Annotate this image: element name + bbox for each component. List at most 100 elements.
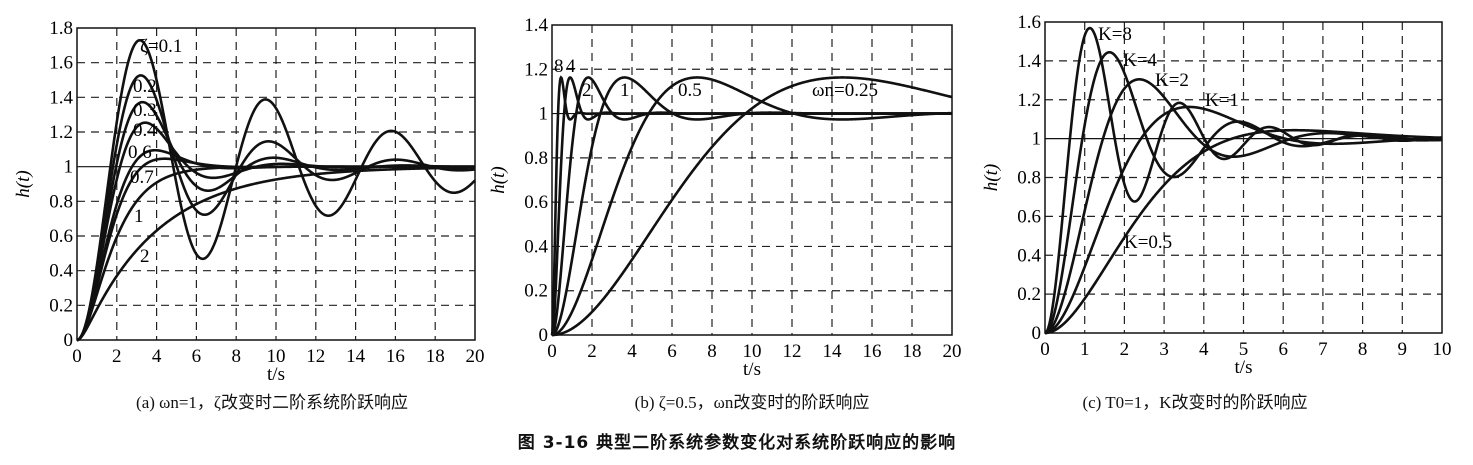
- x-tick-label: 0: [1040, 339, 1050, 360]
- x-tick-label: 4: [1199, 339, 1209, 360]
- y-axis-label: h(t): [488, 166, 509, 193]
- x-tick-label: 2: [1120, 339, 1130, 360]
- x-tick-label: 18: [903, 341, 922, 362]
- series-label: 0.7: [130, 167, 154, 188]
- series-label: 0.5: [678, 80, 702, 101]
- y-tick-label: 0.2: [524, 281, 548, 302]
- series-label: 2: [140, 246, 150, 267]
- x-tick-label: 6: [667, 341, 677, 362]
- y-tick-label: 0.6: [1017, 206, 1041, 227]
- x-tick-label: 20: [466, 346, 485, 367]
- series-label: 0.4: [133, 120, 157, 141]
- y-tick-label: 0.6: [49, 226, 73, 247]
- y-tick-label: 1.4: [524, 15, 548, 36]
- y-tick-label: 1.2: [49, 122, 73, 143]
- series-line: [551, 76, 952, 337]
- x-axis-label: t/s: [743, 359, 761, 380]
- series-line: [76, 38, 476, 342]
- x-tick-label: 2: [587, 341, 597, 362]
- x-tick-label: 2: [112, 346, 122, 367]
- x-tick-label: 9: [1398, 339, 1408, 360]
- plot-frame: [76, 27, 476, 341]
- caption-a: (a) ωn=1，ζ改变时二阶系统阶跃响应: [136, 393, 408, 412]
- series-label: ζ=0.1: [140, 36, 182, 57]
- x-tick-label: 14: [346, 346, 366, 367]
- y-tick-label: 0.8: [1017, 168, 1041, 189]
- series-label: ωn=0.25: [812, 80, 878, 101]
- y-tick-label: 1.2: [524, 59, 548, 80]
- y-tick-label: 1.6: [1017, 12, 1041, 33]
- series-line: [76, 165, 475, 342]
- x-tick-label: 20: [943, 341, 962, 362]
- series-label: K=0.5: [1124, 232, 1172, 253]
- x-tick-label: 18: [426, 346, 445, 367]
- series-label: 0.2: [133, 76, 157, 97]
- x-tick-label: 10: [267, 346, 286, 367]
- x-tick-label: 5: [1239, 339, 1249, 360]
- x-tick-label: 12: [306, 346, 325, 367]
- series-label: 8: [554, 56, 564, 77]
- series-label: 0.3: [133, 100, 157, 121]
- series-label: K=1: [1205, 90, 1239, 111]
- chart-b: 0 2 4 6 8 10 12 14 16 18 2000.20.40.60.811.21.4t/s…: [488, 15, 962, 380]
- x-axis-label: t/s: [267, 364, 285, 385]
- x-tick-label: 4: [152, 346, 162, 367]
- x-tick-label: 10: [1433, 339, 1452, 360]
- y-tick-label: 0.2: [49, 295, 73, 316]
- x-tick-label: 6: [1278, 339, 1288, 360]
- figure-caption: 图 3-16 典型二阶系统参数变化对系统阶跃响应的影响: [517, 433, 957, 453]
- x-tick-label: 7: [1318, 339, 1328, 360]
- y-tick-label: 0.4: [49, 261, 73, 282]
- series-label: 1: [620, 80, 630, 101]
- x-axis-label: t/s: [1235, 357, 1253, 378]
- series-line: [552, 76, 953, 337]
- y-axis-label: h(t): [13, 170, 34, 197]
- y-tick-label: 1: [1032, 129, 1042, 150]
- series-line: [76, 74, 476, 342]
- y-tick-label: 1: [64, 157, 74, 178]
- plot-frame: [551, 24, 953, 336]
- x-tick-label: 6: [192, 346, 202, 367]
- y-tick-label: 1.4: [1017, 51, 1041, 72]
- y-axis-label: h(t): [981, 164, 1002, 191]
- series-label: 0.6: [128, 142, 152, 163]
- series-label: K=8: [1098, 24, 1132, 45]
- series-line: [1044, 105, 1443, 335]
- x-tick-label: 14: [823, 341, 843, 362]
- series-line: [1044, 128, 1443, 335]
- y-tick-label: 0: [1032, 323, 1042, 344]
- chart-a: 0 2 4 6 8 10 12 14 16 18 2000.20.40.60.811.21.41.6…: [13, 18, 485, 385]
- caption-b: (b) ζ=0.5，ωn改变时的阶跃响应: [634, 393, 870, 412]
- y-tick-label: 0: [64, 330, 74, 351]
- y-tick-label: 1.6: [49, 53, 73, 74]
- x-tick-label: 10: [743, 341, 762, 362]
- x-tick-label: 4: [627, 341, 637, 362]
- x-tick-label: 0: [72, 346, 82, 367]
- y-tick-label: 1.2: [1017, 90, 1041, 111]
- series-line: [76, 166, 475, 342]
- y-tick-label: 0.2: [1017, 284, 1041, 305]
- series-label: 1: [134, 206, 144, 227]
- x-tick-label: 16: [863, 341, 882, 362]
- y-tick-label: 0.6: [524, 192, 548, 213]
- x-tick-label: 8: [231, 346, 241, 367]
- y-tick-label: 1: [539, 104, 549, 125]
- x-tick-label: 3: [1159, 339, 1169, 360]
- y-tick-label: 1.4: [49, 87, 73, 108]
- y-tick-label: 0.8: [524, 148, 548, 169]
- y-tick-label: 1.8: [49, 18, 73, 39]
- chart-c: 0 1 2 3 4 5 6 7 8 9 10 0 0.2 0.4 0.6 0.8 1 1.2 1.4 1.6 t/s h(…: [981, 12, 1452, 378]
- plot-frame: [1044, 21, 1443, 334]
- y-tick-label: 0.4: [524, 236, 548, 257]
- series-label: 2: [582, 80, 592, 101]
- caption-c: (c) T0=1，K改变时的阶跃响应: [1082, 393, 1308, 412]
- x-tick-label: 1: [1080, 339, 1090, 360]
- series-line: [551, 76, 953, 337]
- series-label: 4: [566, 56, 576, 77]
- x-tick-label: 12: [783, 341, 802, 362]
- x-tick-label: 0: [547, 341, 557, 362]
- y-tick-label: 0: [539, 325, 549, 346]
- series-label: K=4: [1123, 50, 1157, 71]
